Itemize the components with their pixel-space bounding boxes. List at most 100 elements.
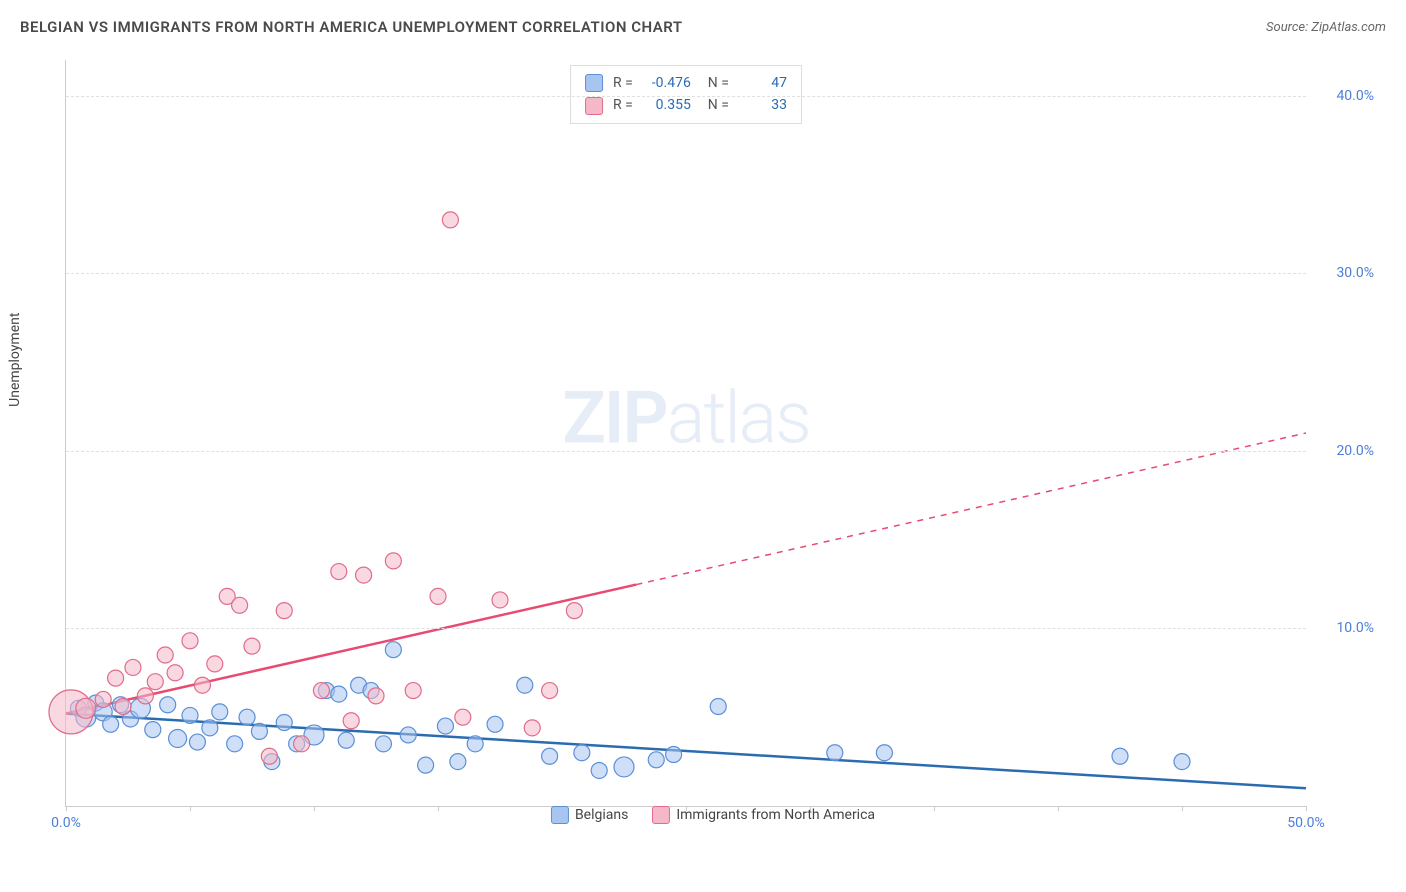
- x-tick-label: 50.0%: [1287, 815, 1325, 831]
- swatch-series-1: [585, 97, 603, 115]
- data-point: [614, 757, 634, 777]
- data-point: [666, 746, 682, 762]
- data-point: [400, 727, 416, 743]
- data-point: [405, 683, 421, 699]
- x-tick-mark: [66, 806, 67, 811]
- data-point: [455, 709, 471, 725]
- data-point: [356, 567, 372, 583]
- stats-row-1: R = 0.355 N = 33: [585, 94, 787, 116]
- data-point: [294, 736, 310, 752]
- legend-swatch-0: [551, 806, 569, 824]
- data-point: [343, 713, 359, 729]
- legend-swatch-1: [652, 806, 670, 824]
- data-point: [385, 553, 401, 569]
- x-tick-mark: [314, 806, 315, 811]
- x-tick-mark: [1306, 806, 1307, 811]
- y-tick-label: 20.0%: [1336, 443, 1374, 459]
- data-point: [251, 723, 267, 739]
- data-point: [338, 732, 354, 748]
- data-point: [467, 736, 483, 752]
- data-point: [160, 697, 176, 713]
- data-point: [331, 686, 347, 702]
- gridline: [66, 96, 1306, 97]
- y-tick-label: 30.0%: [1336, 265, 1374, 281]
- data-point: [227, 736, 243, 752]
- data-point: [207, 656, 223, 672]
- data-point: [313, 683, 329, 699]
- data-point: [137, 688, 153, 704]
- data-point: [182, 707, 198, 723]
- x-tick-label: 0.0%: [51, 815, 81, 831]
- chart-title: BELGIAN VS IMMIGRANTS FROM NORTH AMERICA…: [20, 18, 683, 36]
- data-point: [182, 633, 198, 649]
- gridline: [66, 451, 1306, 452]
- data-point: [375, 736, 391, 752]
- data-point: [261, 748, 277, 764]
- x-tick-mark: [1058, 806, 1059, 811]
- data-point: [189, 734, 205, 750]
- data-point: [76, 698, 96, 718]
- y-tick-label: 10.0%: [1336, 620, 1374, 636]
- data-point: [276, 603, 292, 619]
- data-point: [239, 709, 255, 725]
- data-point: [194, 677, 210, 693]
- plot-region: ZIPatlas R = -0.476 N = 47 R = 0.355 N =…: [65, 60, 1306, 807]
- chart-header: BELGIAN VS IMMIGRANTS FROM NORTH AMERICA…: [20, 18, 1386, 36]
- data-point: [442, 212, 458, 228]
- legend-label-1: Immigrants from North America: [676, 807, 875, 823]
- data-point: [542, 748, 558, 764]
- data-point: [827, 745, 843, 761]
- data-point: [115, 699, 131, 715]
- data-point: [524, 720, 540, 736]
- data-point: [418, 757, 434, 773]
- data-point: [437, 718, 453, 734]
- stats-legend: R = -0.476 N = 47 R = 0.355 N = 33: [570, 65, 802, 124]
- source-attribution: Source: ZipAtlas.com: [1266, 20, 1386, 35]
- data-point: [876, 745, 892, 761]
- data-point: [450, 754, 466, 770]
- x-tick-mark: [1182, 806, 1183, 811]
- data-point: [276, 715, 292, 731]
- swatch-series-0: [585, 74, 603, 92]
- data-point: [517, 677, 533, 693]
- data-point: [385, 642, 401, 658]
- n-value-0: 47: [737, 72, 787, 94]
- x-tick-mark: [438, 806, 439, 811]
- data-point: [331, 564, 347, 580]
- data-point: [157, 647, 173, 663]
- n-label-1: N =: [701, 94, 729, 116]
- data-point: [169, 730, 187, 748]
- n-value-1: 33: [737, 94, 787, 116]
- n-label-0: N =: [701, 72, 729, 94]
- r-value-1: 0.355: [641, 94, 691, 116]
- legend-bottom: Belgians Immigrants from North America: [551, 806, 875, 824]
- data-point: [1174, 754, 1190, 770]
- data-point: [1112, 748, 1128, 764]
- data-point: [648, 752, 664, 768]
- x-tick-mark: [190, 806, 191, 811]
- data-point: [125, 659, 141, 675]
- y-tick-label: 40.0%: [1336, 88, 1374, 104]
- data-point: [147, 674, 163, 690]
- data-point: [574, 745, 590, 761]
- y-axis-label: Unemployment: [7, 313, 23, 407]
- data-point: [103, 716, 119, 732]
- trend-line-dashed: [636, 433, 1306, 585]
- data-point: [244, 638, 260, 654]
- r-label-1: R =: [613, 94, 633, 116]
- legend-item-1: Immigrants from North America: [652, 806, 875, 824]
- data-point: [108, 670, 124, 686]
- r-value-0: -0.476: [641, 72, 691, 94]
- plot-svg: [66, 60, 1306, 806]
- x-tick-mark: [934, 806, 935, 811]
- r-label-0: R =: [613, 72, 633, 94]
- data-point: [591, 762, 607, 778]
- data-point: [487, 716, 503, 732]
- stats-row-0: R = -0.476 N = 47: [585, 72, 787, 94]
- data-point: [202, 720, 218, 736]
- legend-item-0: Belgians: [551, 806, 628, 824]
- gridline: [66, 628, 1306, 629]
- data-point: [368, 688, 384, 704]
- legend-label-0: Belgians: [575, 807, 628, 823]
- data-point: [710, 699, 726, 715]
